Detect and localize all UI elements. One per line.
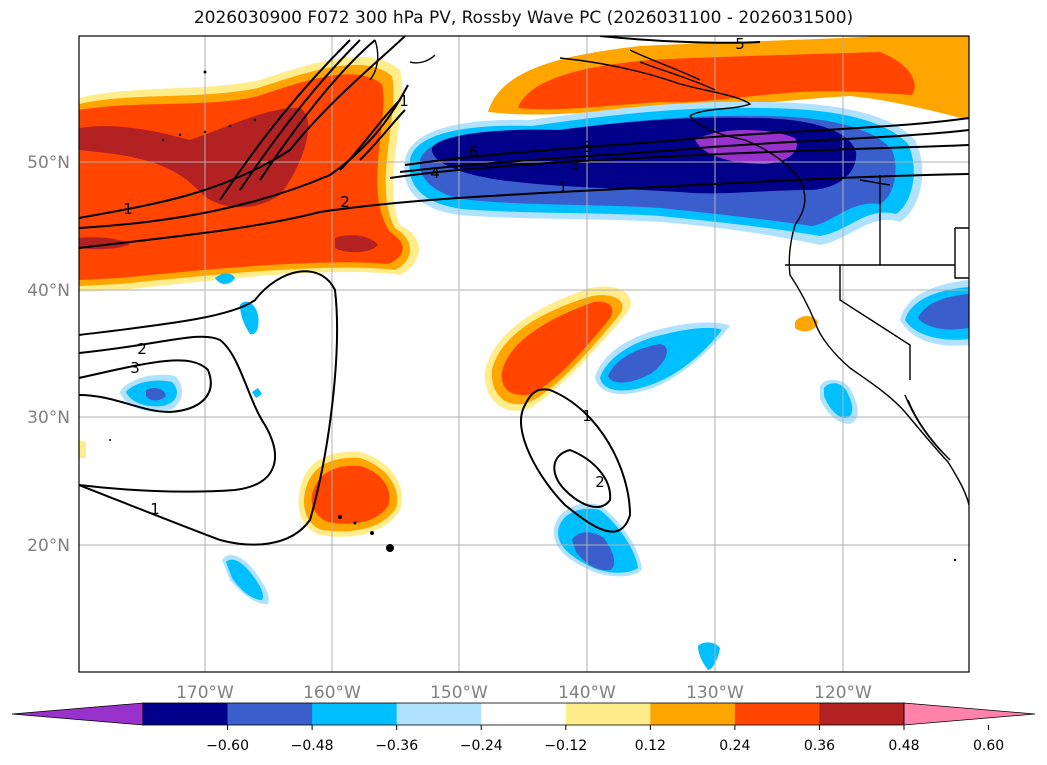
contour-label: 5 [735,35,745,53]
colorbar-tick-label: 0.48 [888,738,919,754]
colorbar-outline [142,702,905,726]
lat-label: 30°N [27,408,70,428]
positive-anomaly-hawaii [298,451,402,537]
lon-axis: 170°W 160°W 150°W 140°W 130°W 120°W [176,683,872,703]
lon-label: 140°W [558,683,616,703]
lon-label: 120°W [814,683,872,703]
contour-label: 2 [595,473,605,491]
contour-label: 1 [399,92,409,110]
colorbar-segment [481,703,567,725]
negative-anomaly-south [553,503,642,577]
positive-anomaly-central [484,286,631,411]
map-frame [78,35,970,673]
contour-label: 1 [150,500,160,518]
lat-label: 40°N [27,281,70,301]
contour-label: 1 [558,178,568,196]
contour-label: 4 [430,164,440,182]
contour-label: 3 [570,156,580,174]
lon-label: 130°W [686,683,744,703]
colorbar-segment [143,703,229,725]
positive-anomaly-edge [79,440,86,458]
colorbar-arrow-high [903,702,1036,726]
rossby-contours [79,36,969,546]
contour-label: 5 [583,138,593,156]
contour-label: 1 [582,407,592,425]
colorbar-tick-label: −0.24 [460,738,503,754]
coastlines [369,39,969,506]
map-title: 2026030900 F072 300 hPa PV, Rossby Wave … [193,8,854,28]
lon-label: 170°W [176,683,234,703]
colorbar-segment [734,703,820,725]
colorbar-segment [396,703,482,725]
negative-anomaly-central [595,322,730,395]
lat-axis: 50°N 40°N 30°N 20°N [27,153,70,556]
lat-label: 50°N [27,153,70,173]
contour-label: 3 [130,359,140,377]
colorbar-tick-label: 0.36 [804,738,835,754]
negative-anomaly-east-edge [900,280,969,346]
lat-label: 20°N [27,536,70,556]
colorbar-tick-label: −0.48 [291,738,334,754]
contour-label: 6 [468,143,478,161]
contour-label: 2 [137,340,147,358]
negative-anomaly-small [120,273,858,670]
islands [109,70,957,562]
lon-label: 160°W [303,683,361,703]
colorbar-tick-label: −0.60 [206,738,249,754]
colorbar-segment [819,703,905,725]
plot-area: 1 2 4 6 5 3 1 1 2 3 1 1 2 5 [79,35,969,672]
contour-label: 1 [123,200,133,218]
colorbar: −0.60 −0.48 −0.36 −0.24 −0.12 0.12 0.24 0.36 0.4… [11,702,1036,754]
colorbar-tick-label: 0.24 [719,738,750,754]
colorbar-segment [565,703,651,725]
colorbar-segment [312,703,398,725]
colorbar-segment [650,703,736,725]
colorbar-segment [227,703,313,725]
colorbar-tick-label: −0.12 [544,738,587,754]
gridlines [79,36,969,672]
positive-anomaly-coast [795,316,818,332]
colorbar-tick-label: −0.36 [375,738,418,754]
colorbar-arrow-low [11,702,144,726]
colorbar-tick-label: 0.60 [973,738,1004,754]
positive-anomaly-northwest [79,56,419,292]
contour-label: 2 [340,193,350,211]
contour-labels: 1 2 4 6 5 3 1 1 2 3 1 1 2 5 [123,35,745,518]
lon-label: 150°W [430,683,488,703]
colorbar-tick-label: 0.12 [635,738,666,754]
